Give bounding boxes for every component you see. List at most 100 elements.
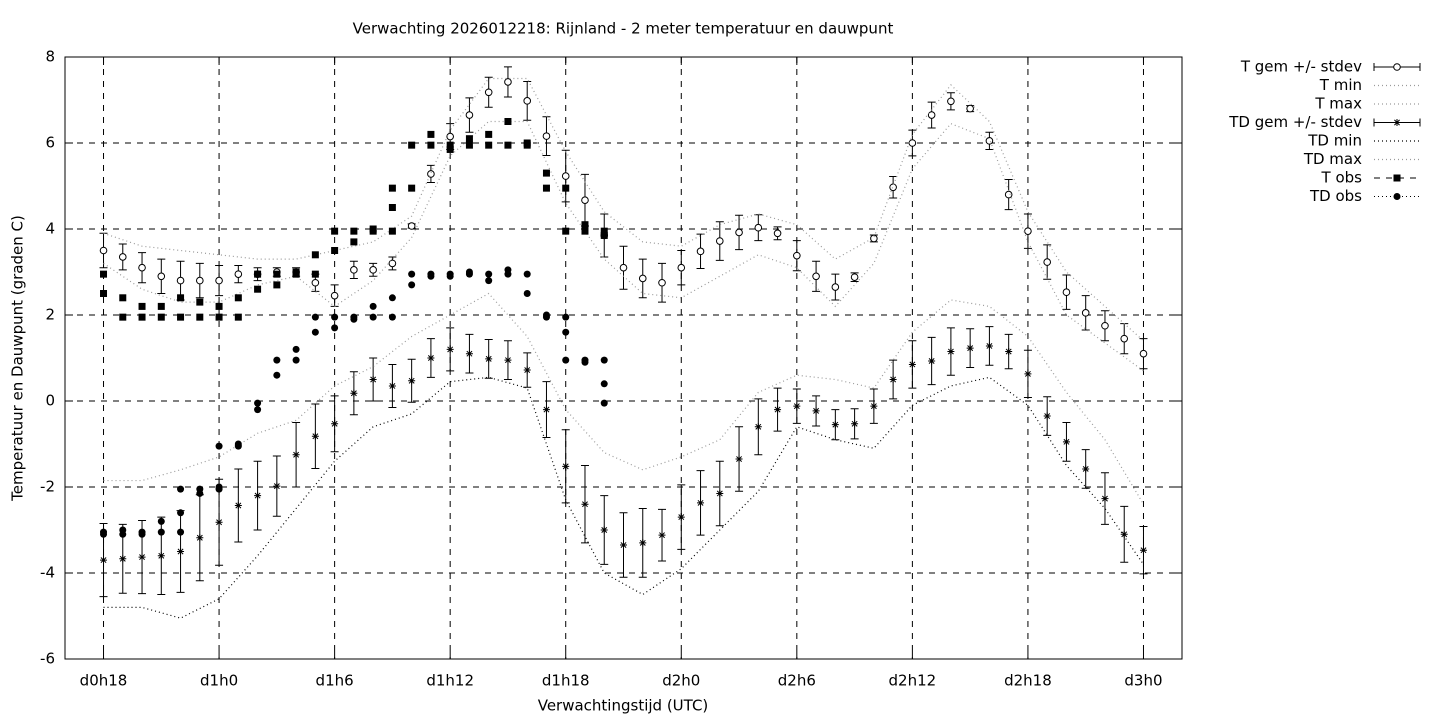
point <box>446 141 454 149</box>
point <box>234 313 242 321</box>
point <box>331 313 339 321</box>
x-tick-label: d2h6 <box>778 672 816 690</box>
point <box>273 281 281 289</box>
point <box>793 251 801 260</box>
x-tick-label: d3h0 <box>1124 672 1162 690</box>
x-tick-label: d2h12 <box>889 672 937 690</box>
point <box>157 313 165 321</box>
point <box>446 132 454 141</box>
y-tick-label: 8 <box>45 48 55 66</box>
point <box>215 518 223 526</box>
point <box>562 328 570 336</box>
point <box>177 294 185 302</box>
point <box>581 500 589 508</box>
point <box>465 135 473 143</box>
point <box>331 247 339 254</box>
point <box>427 170 435 178</box>
point <box>388 227 396 235</box>
legend-label: TD gem +/- stdev <box>1228 113 1362 131</box>
x-tick-label: d2h18 <box>1004 672 1052 690</box>
point <box>812 407 820 415</box>
point <box>504 141 512 149</box>
point <box>908 139 917 147</box>
point <box>99 246 108 255</box>
point <box>600 380 608 388</box>
point <box>947 348 955 356</box>
point <box>716 489 724 497</box>
legend-swatch <box>1393 63 1401 71</box>
point <box>177 528 185 536</box>
point <box>677 513 685 521</box>
point <box>350 389 358 397</box>
point <box>311 313 319 321</box>
point <box>119 530 127 538</box>
point <box>485 141 493 149</box>
point <box>119 555 127 563</box>
point <box>831 421 839 429</box>
point <box>639 539 647 547</box>
legend-label: T max <box>1314 95 1362 113</box>
point <box>215 302 223 310</box>
point <box>485 355 493 363</box>
point <box>620 541 627 549</box>
point <box>812 272 820 281</box>
point <box>254 285 262 293</box>
point <box>600 356 608 364</box>
point <box>331 324 339 332</box>
point <box>485 277 493 285</box>
point <box>234 294 242 302</box>
line <box>103 120 1144 372</box>
point <box>138 263 146 272</box>
point <box>292 270 300 278</box>
point <box>851 420 859 428</box>
point <box>157 272 166 281</box>
point <box>292 451 300 459</box>
point <box>388 382 396 390</box>
point <box>427 130 435 138</box>
point <box>408 141 416 149</box>
point <box>254 492 262 500</box>
point <box>215 442 223 450</box>
legend-swatch <box>1393 119 1401 126</box>
point <box>870 402 878 410</box>
legend-label: T min <box>1319 76 1362 94</box>
point <box>966 344 974 352</box>
point <box>196 534 204 542</box>
point <box>697 499 705 507</box>
point <box>735 228 743 237</box>
legend-label: T obs <box>1321 169 1363 187</box>
point <box>157 528 165 536</box>
point <box>446 345 454 353</box>
point <box>485 270 493 278</box>
point <box>696 247 705 256</box>
point <box>542 313 550 321</box>
point <box>1120 530 1128 538</box>
point <box>311 432 319 440</box>
point <box>350 227 358 235</box>
point <box>234 270 243 278</box>
y-tick-label: 2 <box>45 306 55 324</box>
point <box>523 366 531 374</box>
point <box>774 406 782 414</box>
y-tick-label: 4 <box>45 220 55 238</box>
line <box>103 292 1144 505</box>
point <box>1062 438 1070 446</box>
point <box>562 356 570 364</box>
point <box>985 137 994 145</box>
point <box>254 270 262 278</box>
plot-border <box>64 56 1183 660</box>
point <box>927 111 936 119</box>
point <box>388 204 396 211</box>
point <box>331 227 339 235</box>
point <box>985 342 993 350</box>
point <box>157 552 165 560</box>
point <box>658 278 666 287</box>
point <box>254 406 262 414</box>
point <box>369 227 377 235</box>
point <box>273 482 281 490</box>
point <box>715 237 724 245</box>
point <box>350 266 358 274</box>
point <box>138 302 146 310</box>
point <box>773 229 782 238</box>
